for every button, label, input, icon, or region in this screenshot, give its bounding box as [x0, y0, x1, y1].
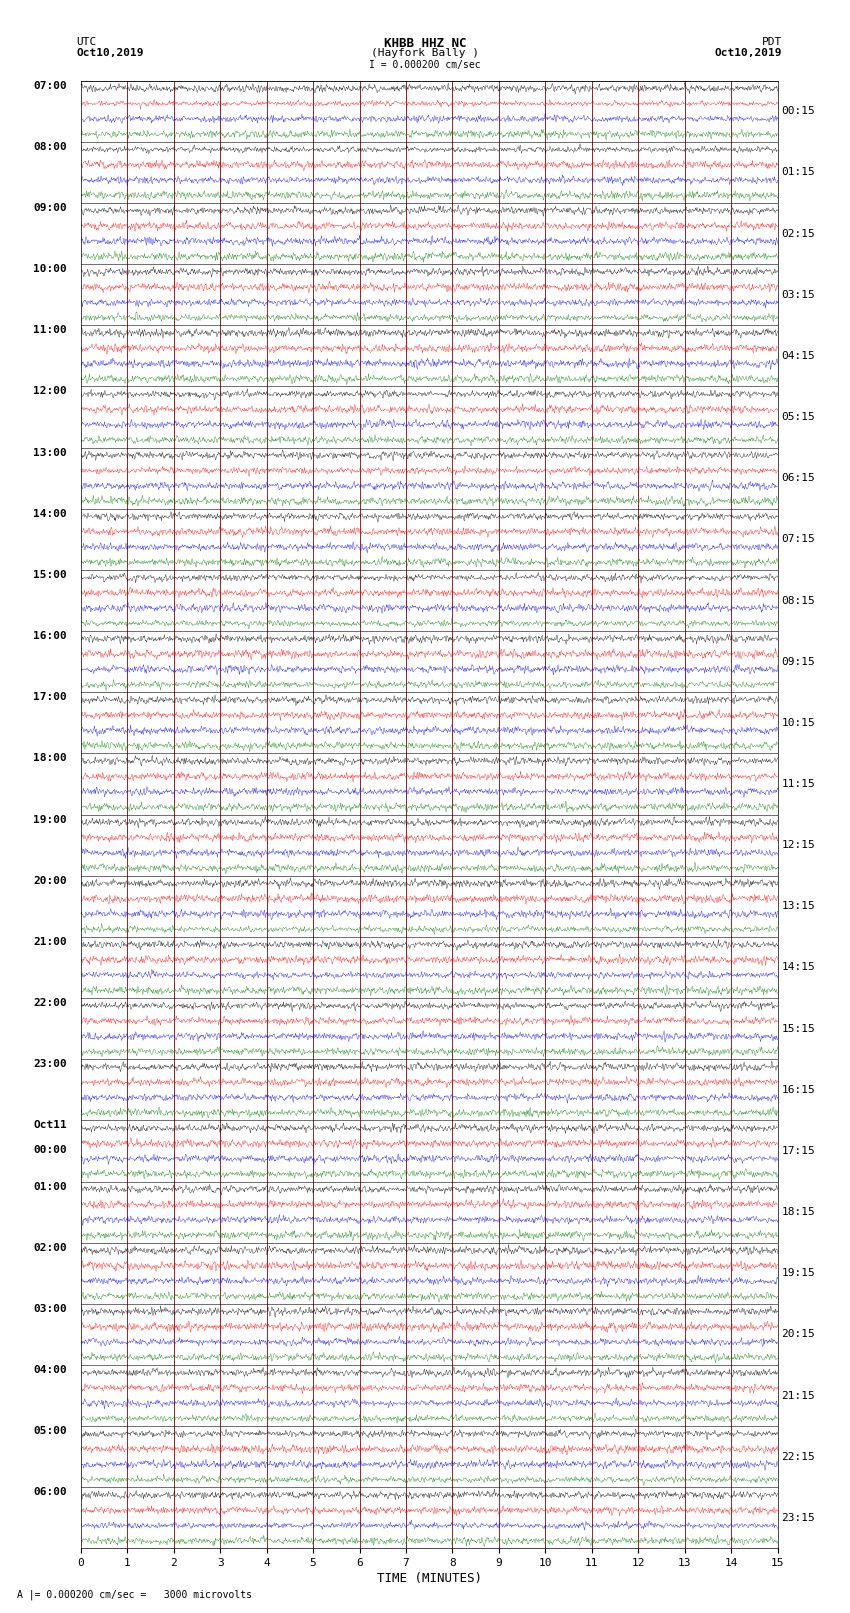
- Text: 10:15: 10:15: [781, 718, 815, 727]
- Text: 07:15: 07:15: [781, 534, 815, 544]
- Text: Oct10,2019: Oct10,2019: [76, 48, 144, 58]
- Text: 16:00: 16:00: [33, 631, 67, 640]
- Text: 11:00: 11:00: [33, 326, 67, 336]
- Text: 14:00: 14:00: [33, 508, 67, 519]
- Text: 15:15: 15:15: [781, 1024, 815, 1034]
- Text: 14:15: 14:15: [781, 963, 815, 973]
- Text: 04:00: 04:00: [33, 1365, 67, 1374]
- Text: 22:00: 22:00: [33, 998, 67, 1008]
- Text: 22:15: 22:15: [781, 1452, 815, 1461]
- Text: 13:15: 13:15: [781, 902, 815, 911]
- Text: 20:15: 20:15: [781, 1329, 815, 1339]
- Text: 08:15: 08:15: [781, 595, 815, 605]
- Text: 01:00: 01:00: [33, 1181, 67, 1192]
- Text: 19:00: 19:00: [33, 815, 67, 824]
- Text: 09:15: 09:15: [781, 656, 815, 666]
- X-axis label: TIME (MINUTES): TIME (MINUTES): [377, 1573, 482, 1586]
- Text: 21:15: 21:15: [781, 1390, 815, 1400]
- Text: 02:15: 02:15: [781, 229, 815, 239]
- Text: 21:00: 21:00: [33, 937, 67, 947]
- Text: UTC: UTC: [76, 37, 97, 47]
- Text: 01:15: 01:15: [781, 168, 815, 177]
- Text: 16:15: 16:15: [781, 1086, 815, 1095]
- Text: Oct10,2019: Oct10,2019: [715, 48, 782, 58]
- Text: 18:15: 18:15: [781, 1207, 815, 1218]
- Text: 13:00: 13:00: [33, 448, 67, 458]
- Text: 00:15: 00:15: [781, 106, 815, 116]
- Text: 18:00: 18:00: [33, 753, 67, 763]
- Text: 10:00: 10:00: [33, 265, 67, 274]
- Text: 05:00: 05:00: [33, 1426, 67, 1436]
- Text: 20:00: 20:00: [33, 876, 67, 886]
- Text: (Hayfork Bally ): (Hayfork Bally ): [371, 48, 479, 58]
- Text: KHBB HHZ NC: KHBB HHZ NC: [383, 37, 467, 50]
- Text: A |= 0.000200 cm/sec =   3000 microvolts: A |= 0.000200 cm/sec = 3000 microvolts: [17, 1589, 252, 1600]
- Text: 03:00: 03:00: [33, 1303, 67, 1315]
- Text: 04:15: 04:15: [781, 352, 815, 361]
- Text: Oct11: Oct11: [33, 1121, 67, 1131]
- Text: 05:15: 05:15: [781, 411, 815, 423]
- Text: 12:00: 12:00: [33, 387, 67, 397]
- Text: 08:00: 08:00: [33, 142, 67, 152]
- Text: 02:00: 02:00: [33, 1242, 67, 1253]
- Text: 23:00: 23:00: [33, 1060, 67, 1069]
- Text: PDT: PDT: [762, 37, 782, 47]
- Text: 06:00: 06:00: [33, 1487, 67, 1497]
- Text: 17:00: 17:00: [33, 692, 67, 702]
- Text: 03:15: 03:15: [781, 290, 815, 300]
- Text: 06:15: 06:15: [781, 473, 815, 484]
- Text: 17:15: 17:15: [781, 1145, 815, 1157]
- Text: 12:15: 12:15: [781, 840, 815, 850]
- Text: 19:15: 19:15: [781, 1268, 815, 1277]
- Text: 07:00: 07:00: [33, 81, 67, 90]
- Text: 00:00: 00:00: [33, 1145, 67, 1155]
- Text: 15:00: 15:00: [33, 569, 67, 581]
- Text: 11:15: 11:15: [781, 779, 815, 789]
- Text: I = 0.000200 cm/sec: I = 0.000200 cm/sec: [369, 60, 481, 69]
- Text: 23:15: 23:15: [781, 1513, 815, 1523]
- Text: 09:00: 09:00: [33, 203, 67, 213]
